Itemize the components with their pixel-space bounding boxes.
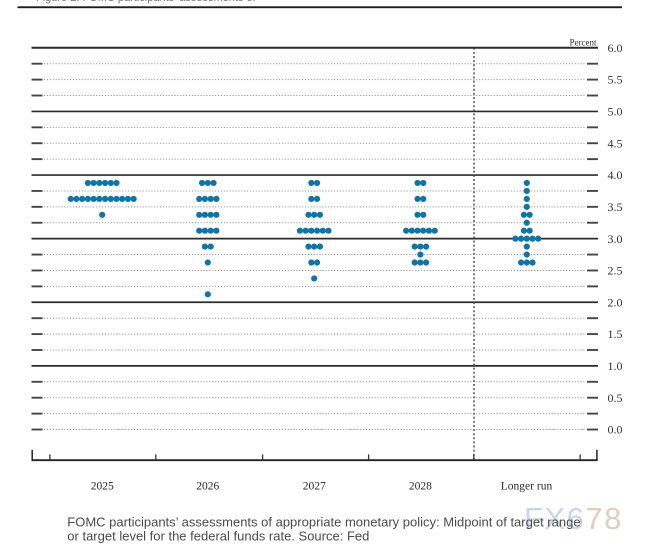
svg-text:2025: 2025 xyxy=(91,481,114,493)
svg-text:0.0: 0.0 xyxy=(608,423,623,437)
svg-text:or target level for the federa: or target level for the federal funds ra… xyxy=(67,529,369,544)
svg-text:FX678: FX678 xyxy=(524,501,623,536)
svg-text:2.5: 2.5 xyxy=(608,264,623,278)
svg-text:2.0: 2.0 xyxy=(608,295,623,309)
svg-text:3.5: 3.5 xyxy=(608,200,623,214)
svg-text:4.0: 4.0 xyxy=(608,168,623,182)
svg-text:5.0: 5.0 xyxy=(608,105,623,119)
svg-text:2027: 2027 xyxy=(303,481,326,493)
svg-text:1.5: 1.5 xyxy=(608,327,623,341)
svg-text:2026: 2026 xyxy=(196,481,219,493)
svg-text:0.5: 0.5 xyxy=(608,391,623,405)
svg-text:2028: 2028 xyxy=(409,481,432,493)
svg-text:6.0: 6.0 xyxy=(608,41,623,55)
svg-text:Percent: Percent xyxy=(570,37,597,47)
svg-text:Longer run: Longer run xyxy=(501,481,553,493)
svg-text:FOMC participants’ assessments: FOMC participants’ assessments of approp… xyxy=(67,515,580,530)
svg-text:Figure 2. FOMC participants’ a: Figure 2. FOMC participants’ assessments… xyxy=(36,0,257,4)
svg-text:1.0: 1.0 xyxy=(608,359,623,373)
svg-text:3.0: 3.0 xyxy=(608,232,623,246)
svg-text:5.5: 5.5 xyxy=(608,73,623,87)
svg-text:4.5: 4.5 xyxy=(608,136,623,150)
